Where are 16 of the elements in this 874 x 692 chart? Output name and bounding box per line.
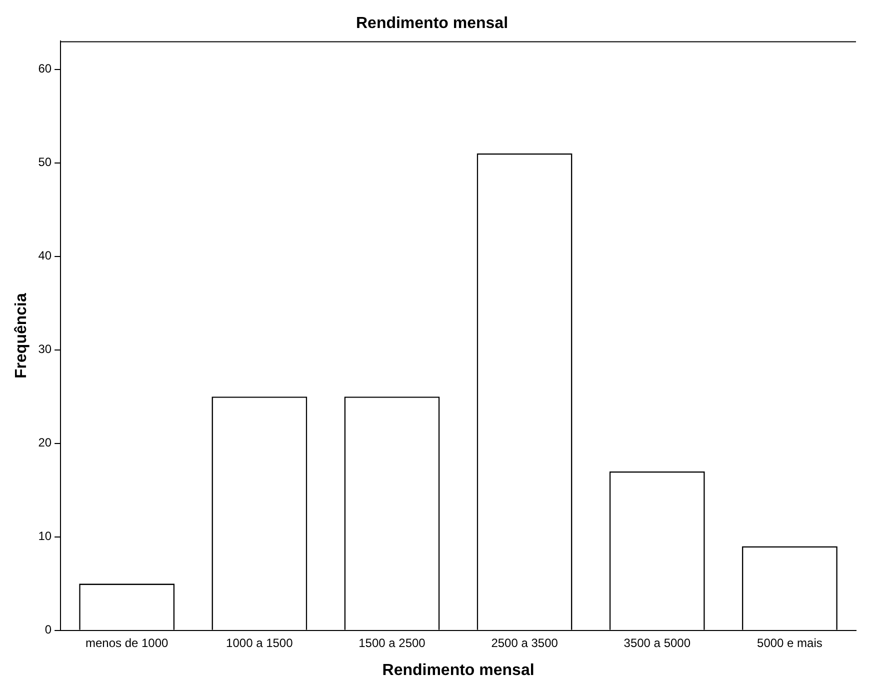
y-tick-label: 10 — [38, 529, 52, 544]
x-tick-label: 1000 a 1500 — [226, 636, 294, 650]
x-tick-label: 3500 a 5000 — [624, 636, 691, 650]
x-axis-title: Rendimento mensal — [382, 662, 534, 679]
y-axis-title: Frequência — [13, 293, 30, 378]
x-tick-label: 5000 e mais — [757, 636, 822, 650]
y-tick-label: 20 — [38, 436, 52, 450]
chart-title: Rendimento mensal — [356, 15, 508, 32]
y-tick-label: 60 — [38, 62, 52, 76]
y-tick-label: 30 — [38, 342, 52, 356]
y-tick-label: 40 — [38, 248, 52, 263]
x-tick-label: 2500 a 3500 — [491, 636, 558, 650]
y-tick-label: 50 — [38, 155, 52, 170]
y-tick-label: 0 — [44, 622, 52, 637]
x-tick-label: 1500 a 2500 — [358, 636, 426, 650]
x-tick-label: menos de 1000 — [85, 636, 169, 650]
